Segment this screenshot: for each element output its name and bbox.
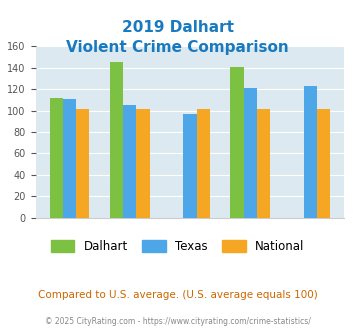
- Bar: [50, 98, 63, 218]
- Bar: [304, 86, 317, 218]
- Bar: [123, 105, 136, 218]
- Text: Compared to U.S. average. (U.S. average equals 100): Compared to U.S. average. (U.S. average …: [38, 290, 317, 300]
- Text: 2019 Dalhart: 2019 Dalhart: [121, 20, 234, 35]
- Legend: Dalhart, Texas, National: Dalhart, Texas, National: [46, 236, 309, 258]
- Bar: [230, 67, 244, 218]
- Text: © 2025 CityRating.com - https://www.cityrating.com/crime-statistics/: © 2025 CityRating.com - https://www.city…: [45, 317, 310, 326]
- Bar: [76, 110, 89, 218]
- Bar: [197, 110, 210, 218]
- Bar: [244, 88, 257, 218]
- Bar: [136, 110, 149, 218]
- Bar: [257, 110, 270, 218]
- Text: Violent Crime Comparison: Violent Crime Comparison: [66, 40, 289, 54]
- Bar: [183, 114, 197, 218]
- Bar: [317, 110, 330, 218]
- Bar: [63, 99, 76, 218]
- Bar: [110, 62, 123, 218]
